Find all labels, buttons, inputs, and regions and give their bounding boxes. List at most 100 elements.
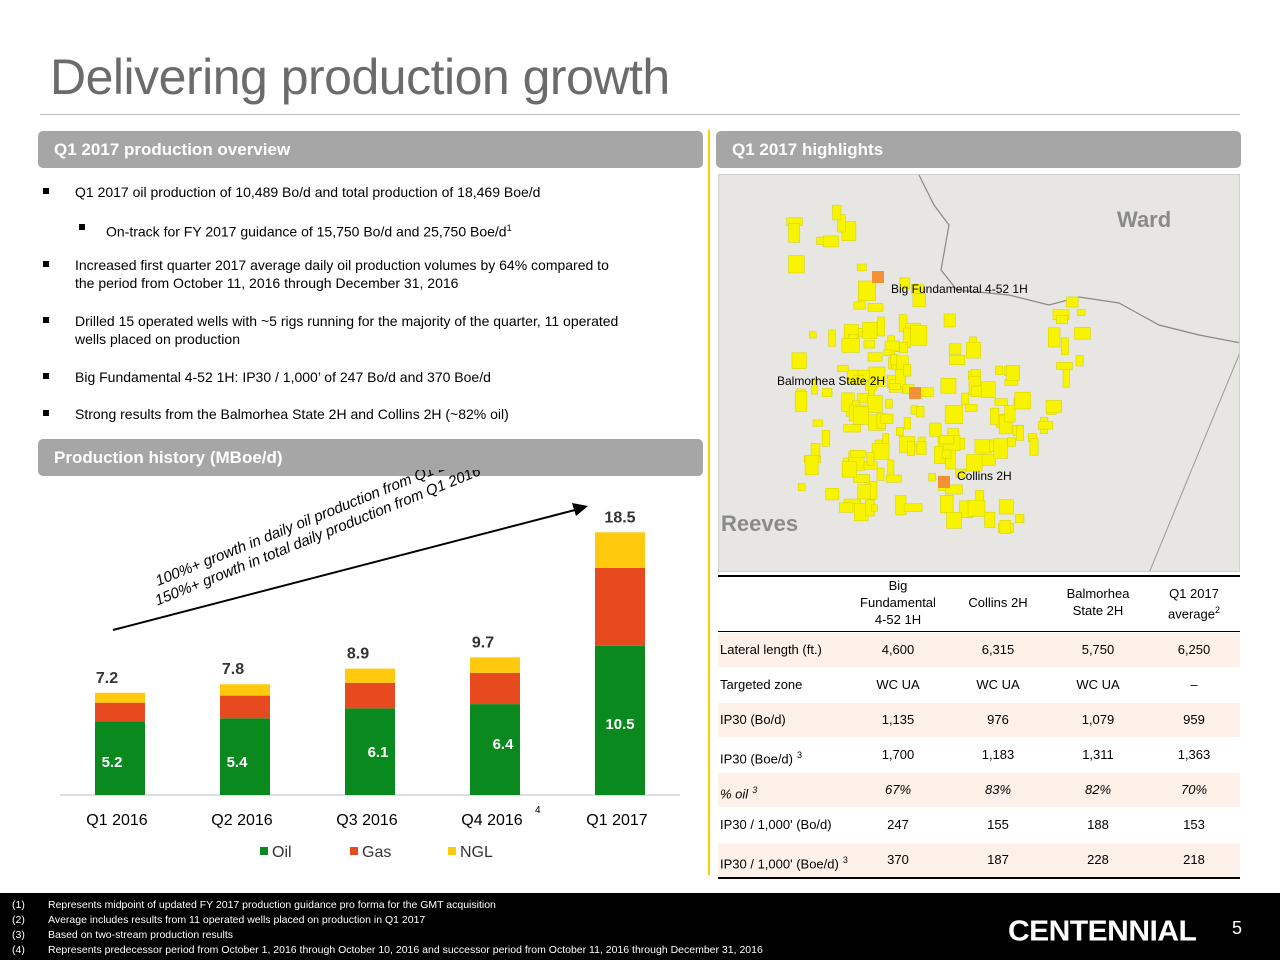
overview-header: Q1 2017 production overview (38, 131, 703, 168)
legend-label-ngl: NGL (460, 844, 493, 861)
category-label: Q1 2017 (586, 812, 647, 829)
acreage-block (949, 354, 966, 366)
growth-arrow-line (112, 509, 576, 631)
acreage-block (887, 459, 895, 478)
acreage-block (895, 427, 904, 436)
bullet-text-cont: wells placed on production (75, 331, 240, 347)
table-cell: 82% (1084, 782, 1112, 797)
acreage-block (853, 374, 864, 385)
bullet-marker (43, 261, 49, 267)
bullet-guidance: On-track for FY 2017 guidance of 15,750 … (79, 219, 746, 241)
county-boundary (918, 175, 1239, 344)
acreage-block (948, 343, 962, 355)
acreage-block (1014, 514, 1025, 524)
acreage-block (911, 283, 924, 294)
acreage-block (832, 204, 842, 221)
legend-swatch-ngl (448, 847, 456, 855)
bar-ngl-segment (345, 668, 395, 683)
bullet-big-fundamental: Big Fundamental 4-52 1H: IP30 / 1,000’ o… (43, 368, 715, 386)
bar-oil-segment (220, 718, 270, 795)
category-footnote-ref: 4 (535, 805, 541, 816)
county-boundary (1149, 353, 1239, 571)
table-cell: 370 (887, 852, 909, 867)
acreage-block (883, 349, 893, 356)
table-top-rule (718, 575, 1240, 577)
bullet-text: Q1 2017 oil production of 10,489 Bo/d an… (75, 184, 541, 200)
col-header-big-fundamental: Big Fundamental 4-52 1H (848, 577, 948, 628)
acreage-block (884, 340, 900, 352)
row-label: Targeted zone (720, 677, 803, 692)
acreage-block (841, 461, 858, 478)
acreage-block (885, 474, 902, 483)
acreage-block (1004, 405, 1016, 423)
acreage-block (998, 499, 1014, 515)
acreage-block (981, 381, 996, 398)
bullet-marker (43, 188, 49, 194)
bar-gas-segment (95, 702, 145, 722)
table-row: IP30 / 1,000' (Bo/d) 247 155 188 153 (718, 808, 1240, 842)
acreage-block (916, 441, 927, 455)
well-marker-balmorhea (909, 387, 921, 399)
acreage-block (1029, 438, 1039, 456)
acreage-block (1077, 308, 1086, 316)
header-line: Collins 2H (968, 595, 1028, 610)
bar-gas-segment (470, 672, 520, 705)
bar-oil-label: 10.5 (605, 716, 634, 733)
bar-total-label: 8.9 (347, 646, 369, 663)
footnote-num: (4) (12, 944, 25, 956)
acreage-block (821, 388, 833, 398)
county-label-ward: Ward (1117, 207, 1172, 232)
bullet-marker (43, 373, 49, 379)
bar-ngl-segment (95, 692, 145, 703)
growth-annotations: 100%+ growth in daily oil production fro… (152, 470, 483, 609)
acreage-block (1074, 326, 1091, 340)
acreage-block (964, 404, 978, 412)
acreage-block (843, 424, 861, 433)
acreage-block (841, 338, 860, 353)
acreage-block (866, 452, 875, 466)
legend-swatch-gas (350, 847, 358, 855)
bar-total-label: 18.5 (604, 509, 635, 526)
table-cell: 1,700 (881, 747, 915, 762)
acreage-block (967, 499, 986, 517)
header-line: average (1168, 606, 1215, 622)
well-marker-collins (938, 476, 950, 488)
header-line: Big (888, 578, 908, 593)
bullet-strong-results: Strong results from the Balmorhea State … (43, 405, 715, 423)
page-number: 5 (1232, 918, 1243, 938)
acreage-block (871, 504, 878, 512)
category-label: Q1 2016 (86, 812, 147, 829)
table-cell: 6,250 (1177, 642, 1211, 657)
acreage-block (940, 377, 957, 394)
table-cell: 70% (1180, 782, 1208, 797)
acreage-block (994, 398, 1008, 406)
acreage-block (1056, 315, 1068, 325)
table-row: Lateral length (ft.) 4,600 6,315 5,750 6,250 (718, 633, 1240, 667)
bullet-oil-production: Q1 2017 oil production of 10,489 Bo/d an… (43, 183, 715, 201)
col-header-collins: Collins 2H (948, 594, 1048, 611)
row-label: IP30 (Boe/d) 3 (720, 750, 803, 767)
legend-label-gas: Gas (362, 844, 391, 861)
table-cell: 1,079 (1081, 712, 1115, 727)
well-label-big-fundamental: Big Fundamental 4-52 1H (891, 282, 1028, 296)
table-cell: 187 (987, 852, 1009, 867)
acreage-block (999, 520, 1011, 534)
header-line: Balmorhea (1066, 586, 1130, 601)
acreage-block (941, 449, 952, 459)
acreage-block (993, 438, 1008, 459)
title-divider (40, 114, 1240, 115)
table-cell: 153 (1183, 817, 1205, 832)
table-cell: 155 (987, 817, 1009, 832)
well-label-collins: Collins 2H (957, 469, 1012, 483)
acreage-block (928, 472, 936, 482)
table-row: IP30 / 1,000' (Boe/d) 3 370 187 228 218 (718, 843, 1240, 877)
footnotes-bar: (1) Represents midpoint of updated FY 201… (0, 893, 1280, 960)
table-cell: 247 (887, 817, 909, 832)
footnote-num: (1) (12, 899, 25, 911)
acreage-block (903, 503, 923, 512)
acreage-block (1007, 437, 1016, 447)
growth-annotation: 150%+ growth in total daily production f… (152, 470, 483, 609)
row-label: IP30 / 1,000' (Boe/d) 3 (720, 855, 848, 872)
bar-oil-label: 5.4 (227, 754, 249, 771)
acreage-block (794, 391, 808, 412)
